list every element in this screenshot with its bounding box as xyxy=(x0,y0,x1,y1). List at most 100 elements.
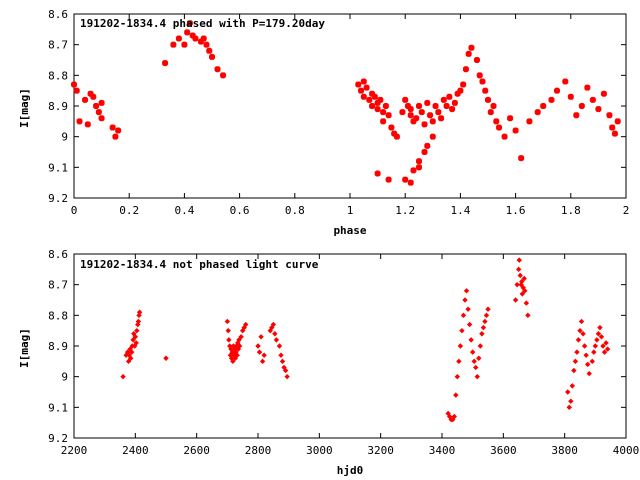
data-point xyxy=(603,340,609,346)
y-tick-label: 8.6 xyxy=(48,248,68,261)
data-point xyxy=(410,118,417,125)
data-point xyxy=(446,93,453,100)
data-point xyxy=(592,343,599,349)
data-point xyxy=(459,327,465,334)
x-tick-label: 0.2 xyxy=(119,204,139,217)
data-point xyxy=(120,373,126,380)
data-point xyxy=(525,312,531,319)
x-tick-label: 2600 xyxy=(183,444,210,457)
data-point xyxy=(595,331,602,337)
data-point xyxy=(258,334,264,340)
data-point xyxy=(573,112,580,119)
x-tick-label: 2800 xyxy=(245,444,272,457)
data-point xyxy=(476,72,483,79)
data-point xyxy=(418,109,425,116)
data-point xyxy=(429,118,436,125)
y-tick-label: 8.8 xyxy=(48,309,68,322)
data-point xyxy=(278,352,284,358)
data-point xyxy=(377,96,384,103)
data-point xyxy=(553,87,561,94)
unphased-chart-panel: 2200 2400 2600 2800 3000 3200 3400 3600 3800 4000… xyxy=(18,248,639,477)
data-point xyxy=(512,127,519,134)
data-point xyxy=(391,130,398,137)
phased-chart-panel: 0 0.2 0.4 0.6 0.8 1 1.2 1.4 1.6 1.8 2 8.6 8.7 8.8 8.9 9… xyxy=(18,8,629,237)
y-tick-label: 8.9 xyxy=(48,340,68,353)
data-point xyxy=(163,355,169,361)
data-point xyxy=(355,81,362,88)
y-tick-label: 9.2 xyxy=(48,432,68,445)
data-point xyxy=(604,346,611,352)
data-point xyxy=(388,124,395,131)
data-point xyxy=(454,373,461,380)
data-point xyxy=(98,115,105,122)
data-point xyxy=(473,364,479,371)
x-axis-label: hjd0 xyxy=(337,464,364,477)
data-point xyxy=(128,355,134,361)
data-point xyxy=(360,93,367,100)
axis-ticks: 0 0.2 0.4 0.6 0.8 1 1.2 1.4 1.6 1.8 2 8.6 8.7 8.8 8.9 9… xyxy=(48,8,629,217)
data-point xyxy=(371,93,378,100)
data-point xyxy=(487,109,494,116)
y-tick-label: 9 xyxy=(61,371,68,384)
data-point xyxy=(98,99,105,106)
data-point xyxy=(460,312,467,319)
data-point xyxy=(454,90,461,97)
data-point xyxy=(601,349,608,355)
data-point xyxy=(595,106,602,113)
y-tick-label: 8.6 xyxy=(48,8,68,21)
y-tick-label: 9.1 xyxy=(48,401,68,414)
data-point xyxy=(514,281,520,288)
data-point xyxy=(125,358,132,365)
data-point xyxy=(181,41,188,48)
x-tick-label: 0 xyxy=(71,204,78,217)
data-point xyxy=(463,288,470,294)
data-point xyxy=(567,93,574,100)
data-point xyxy=(473,56,480,64)
data-point xyxy=(95,109,102,116)
data-point xyxy=(578,102,585,110)
data-point xyxy=(415,102,423,110)
data-point xyxy=(589,96,596,103)
chart-title: 191202-1834.4 not phased light curve xyxy=(80,258,319,271)
data-point xyxy=(519,291,526,297)
data-point xyxy=(87,90,94,97)
x-tick-label: 1.6 xyxy=(506,204,526,217)
data-point xyxy=(225,327,231,334)
data-point xyxy=(255,343,261,349)
data-point xyxy=(369,102,376,110)
x-tick-label: 1.4 xyxy=(450,204,470,217)
data-point xyxy=(451,99,458,106)
data-point xyxy=(133,340,139,346)
data-point xyxy=(516,257,522,263)
data-point xyxy=(184,29,191,36)
data-point xyxy=(175,35,182,42)
data-point xyxy=(234,352,240,358)
data-point xyxy=(366,96,373,103)
data-point xyxy=(415,164,423,171)
data-point xyxy=(468,44,475,51)
data-point xyxy=(465,306,471,312)
data-point xyxy=(276,343,283,349)
data-point xyxy=(284,373,290,380)
x-tick-label: 0.4 xyxy=(174,204,194,217)
x-tick-label: 2400 xyxy=(122,444,149,457)
data-point xyxy=(374,170,381,177)
data-point xyxy=(407,112,414,119)
data-point xyxy=(462,66,469,73)
data-point xyxy=(170,41,177,48)
data-point xyxy=(507,115,514,122)
data-point xyxy=(432,102,439,110)
data-point xyxy=(453,392,459,398)
data-point xyxy=(424,99,431,106)
data-point xyxy=(382,102,389,110)
data-point xyxy=(566,404,572,411)
data-point xyxy=(435,109,442,116)
data-point xyxy=(577,327,583,334)
data-point xyxy=(584,84,591,91)
y-axis-label: I[mag] xyxy=(18,328,31,368)
x-tick-label: 2200 xyxy=(61,444,88,457)
data-point xyxy=(73,87,80,94)
data-point xyxy=(515,266,522,273)
data-point xyxy=(562,78,569,85)
data-point xyxy=(130,337,136,343)
